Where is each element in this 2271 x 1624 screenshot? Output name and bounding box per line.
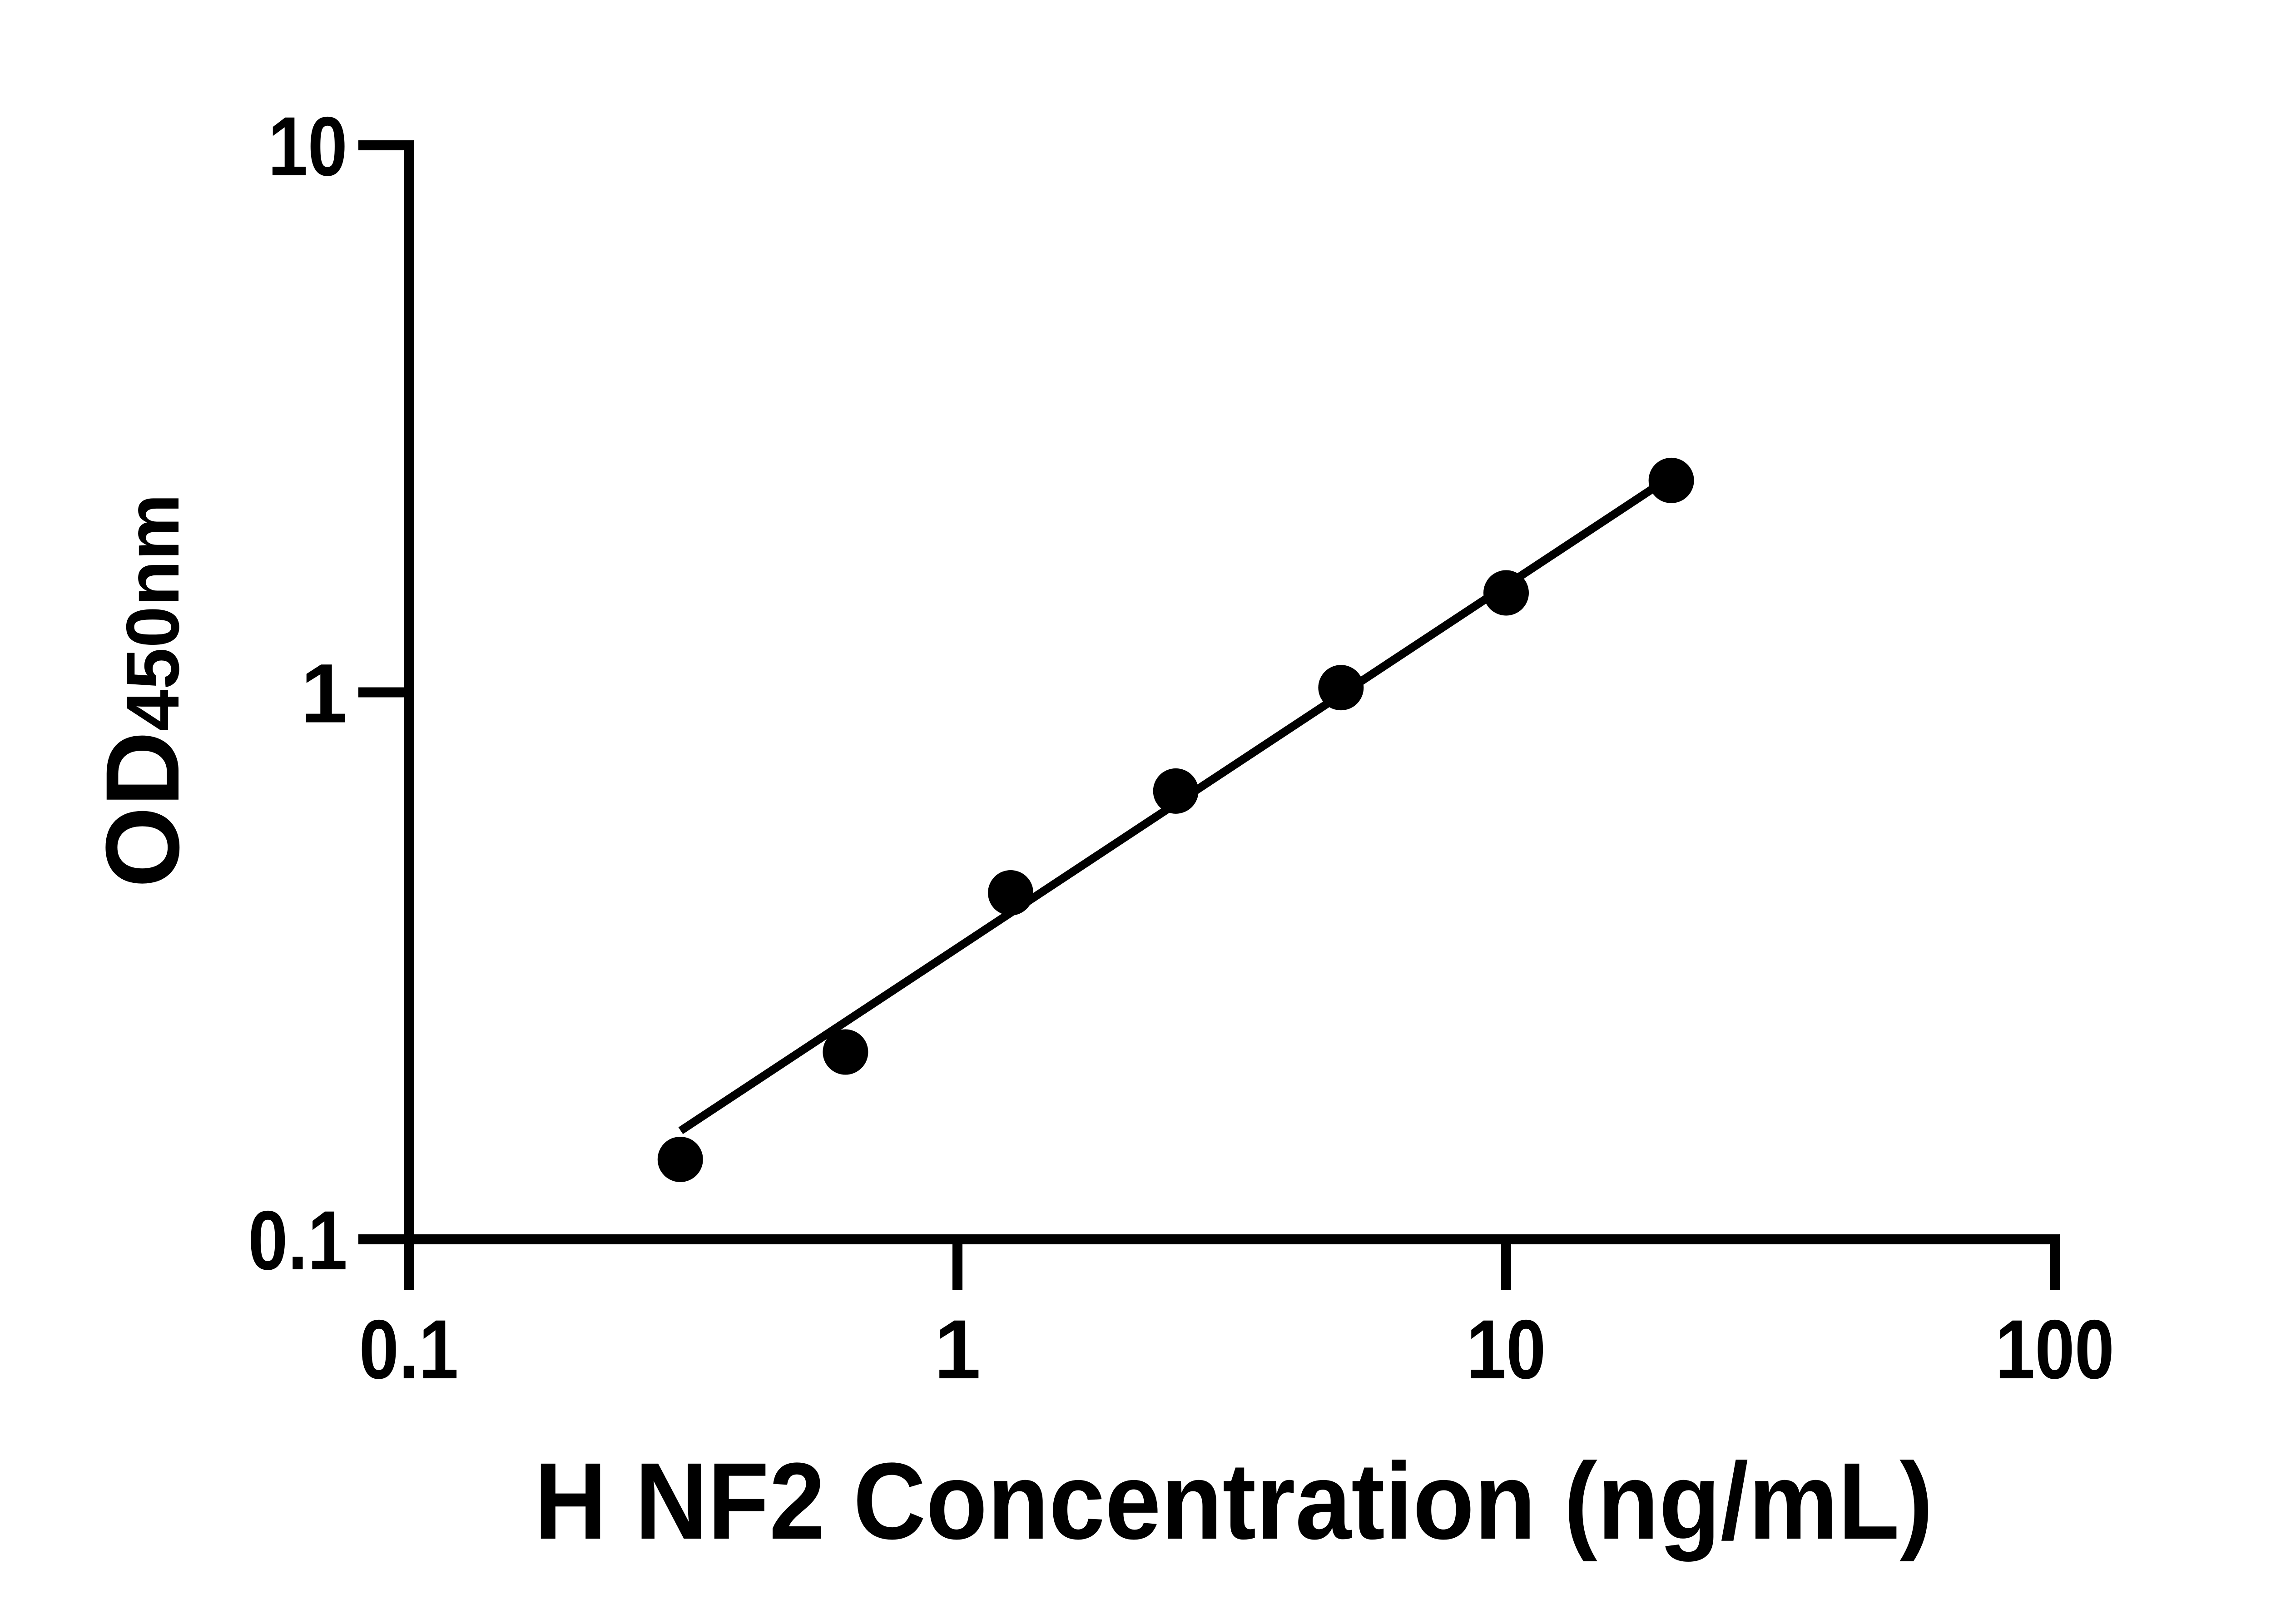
data-point (1483, 570, 1529, 616)
data-point (657, 1136, 703, 1182)
x-axis-title: H NF2 Concentration (ng/mL) (534, 1440, 1933, 1562)
y-tick-label: 10 (268, 100, 347, 193)
x-tick-label: 1 (934, 1303, 981, 1396)
data-point (988, 870, 1034, 916)
y-axis-title: OD450nm (84, 494, 201, 888)
data-point (1318, 665, 1364, 711)
data-point (1648, 457, 1694, 503)
x-tick-label: 10 (1467, 1303, 1546, 1396)
y-tick-label: 1 (301, 647, 347, 741)
plot-area: 0.1 1 10 100 0.1 1 10 (248, 100, 2114, 1396)
x-tick-label: 100 (1995, 1303, 2114, 1396)
data-point (1153, 768, 1199, 814)
y-tick-label: 0.1 (248, 1194, 347, 1287)
data-point (823, 1029, 868, 1075)
y-axis-title-sub: 450nm (111, 494, 194, 731)
y-axis-title-main: OD (84, 731, 201, 888)
x-tick-label: 0.1 (359, 1303, 459, 1396)
